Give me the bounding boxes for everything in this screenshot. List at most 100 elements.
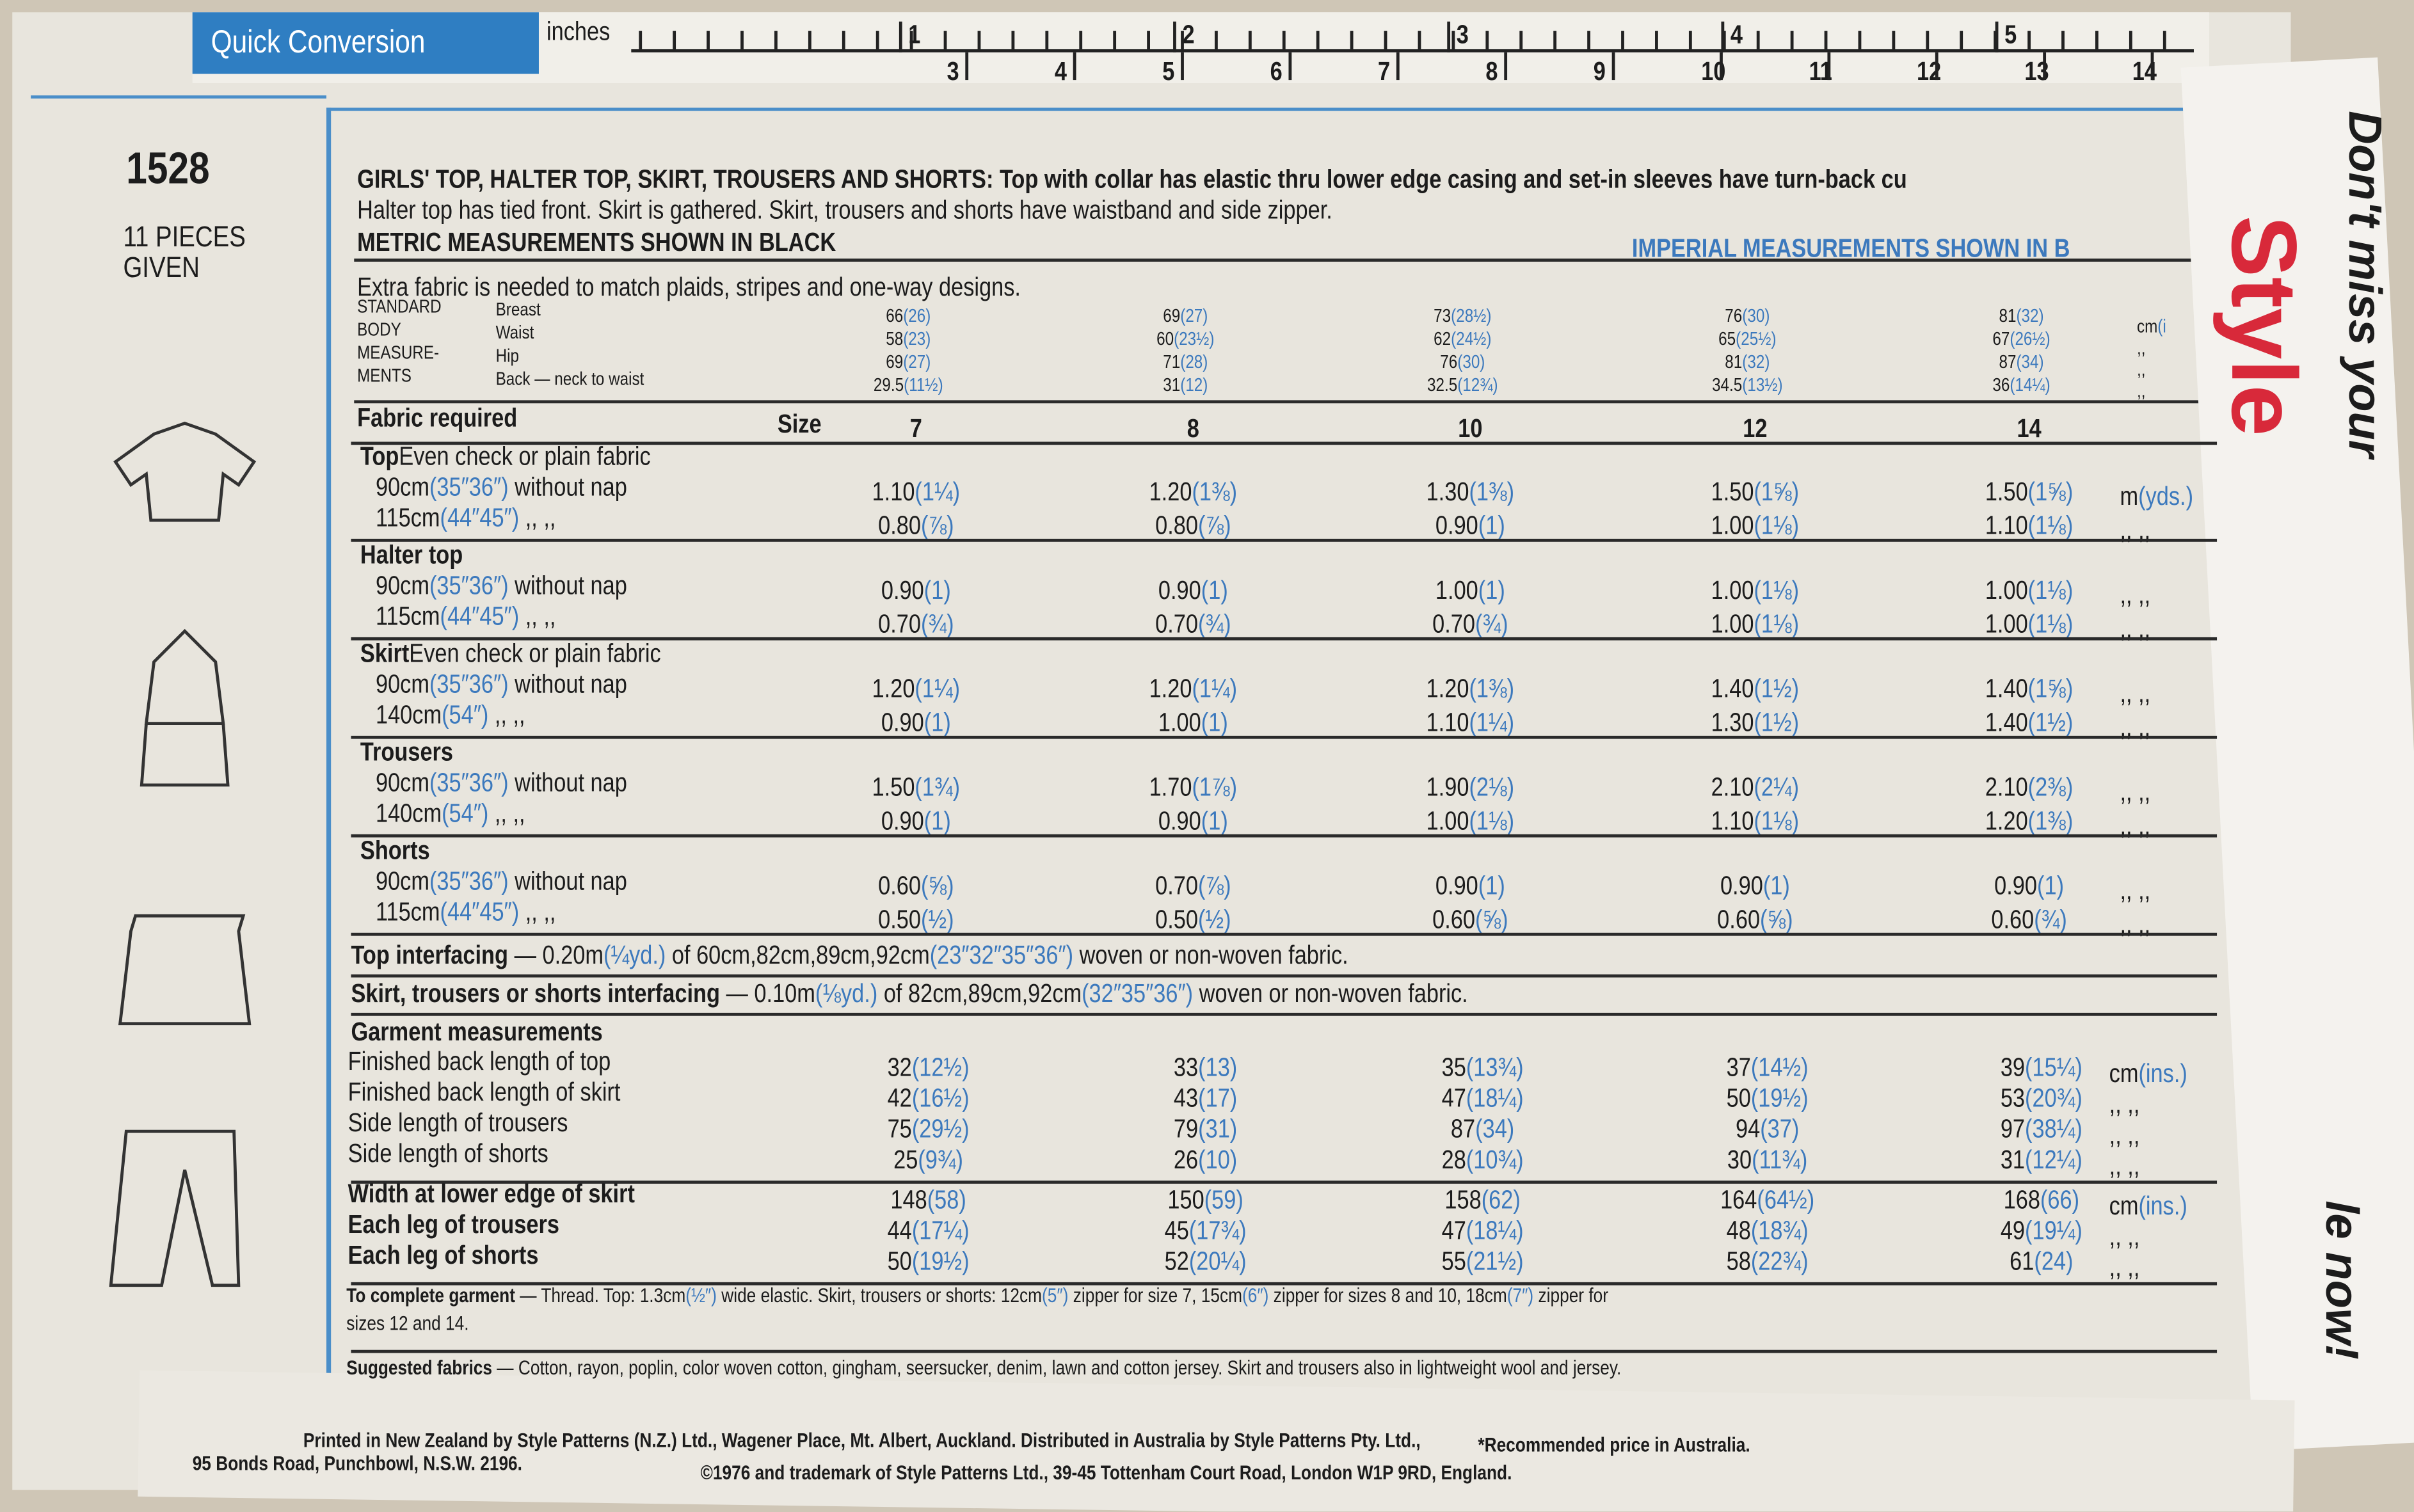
cell: 31(12)	[1163, 376, 1208, 394]
ruler-line	[631, 49, 2194, 52]
metric-value: 168	[2003, 1185, 2040, 1215]
cell: 81(32)	[1999, 306, 2043, 325]
section-title: SkirtEven check or plain fabric	[360, 641, 661, 667]
cell: 62(24½)	[1434, 330, 1491, 348]
garment-unit: ,, ,,	[2109, 1122, 2140, 1149]
text-part: (i	[2157, 315, 2166, 337]
text-part: GIRLS' TOP, HALTER TOP, SKIRT, TROUSERS …	[357, 164, 994, 195]
cell: 1.20(1⅜)	[1985, 808, 2074, 834]
imperial-value: (13)	[1198, 1053, 1238, 1083]
tick	[1655, 31, 1658, 49]
row-label: 90cm(35″36″) without nap	[376, 474, 627, 500]
metric-value: 1.00	[1985, 575, 2028, 605]
metric-value: 148	[890, 1185, 927, 1215]
cell: 75(29½)	[888, 1116, 970, 1142]
imperial-value: (15¼)	[2025, 1053, 2082, 1083]
imperial-value: (10)	[1198, 1145, 1238, 1175]
metric-value: 42	[887, 1083, 912, 1113]
section-title: Halter top	[360, 542, 463, 568]
imperial-value: (1)	[1763, 871, 1790, 901]
cell: 50(19½)	[1727, 1085, 1809, 1111]
imperial-value: (1)	[1201, 575, 1228, 605]
section-name: Shorts	[360, 836, 430, 865]
tick	[943, 31, 947, 49]
text-part: (44″45″)	[440, 601, 520, 632]
tick	[1790, 31, 1794, 49]
cell: 0.90(1)	[881, 710, 951, 736]
text-part: (32″35″36″)	[1082, 978, 1194, 1008]
tick	[1722, 31, 1726, 49]
imperial-value: (⅝)	[1475, 905, 1508, 935]
footer: ©1976 and trademark of Style Patterns Lt…	[700, 1460, 1512, 1484]
row-label: 140cm(54″) ,, ,,	[376, 702, 525, 728]
ruler-inch: 3	[1456, 20, 1469, 49]
metric-value: 35	[1441, 1053, 1466, 1083]
cell: 0.90(1)	[1435, 513, 1505, 539]
text-part: (6″)	[1242, 1284, 1269, 1307]
cell: 36(14¼)	[1992, 376, 2050, 394]
body-item: Breast	[495, 298, 541, 321]
footer: Printed in New Zealand by Style Patterns…	[303, 1428, 1421, 1452]
row-unit: ,, ,,	[2120, 877, 2151, 903]
imperial-value: (18¼)	[1466, 1216, 1524, 1246]
cell: 87(34)	[1451, 1116, 1514, 1142]
metric-value: 37	[1726, 1053, 1751, 1083]
cell: 97(38¼)	[2001, 1116, 2082, 1142]
cell: 1.50(1⅝)	[1711, 479, 1800, 505]
text-part: Top interfacing	[351, 940, 509, 970]
imperial-value: (27)	[903, 351, 931, 373]
section-name: Top	[360, 442, 399, 472]
imperial-value: (1¼)	[915, 477, 961, 507]
metric-value: 81	[1725, 351, 1743, 373]
metric-value: 1.10	[1985, 511, 2028, 541]
metric-value: 61	[2010, 1246, 2034, 1277]
text-part: — Thread. Top: 1.3cm	[515, 1284, 686, 1307]
cell: 55(21½)	[1442, 1248, 1524, 1275]
garment-label: Finished back length of top	[348, 1046, 611, 1076]
imperial-value: (32)	[2016, 305, 2044, 326]
ruler-cm: 3	[947, 57, 959, 86]
metric-value: 29.5	[873, 374, 904, 396]
cell: 0.70(¾)	[1155, 611, 1231, 637]
imperial-value: (1)	[2037, 871, 2065, 901]
cell: 94(37)	[1736, 1116, 1799, 1142]
metric-value: 1.00	[1711, 511, 1754, 541]
imperial-value: (30)	[1742, 305, 1770, 326]
metric-value: 76	[1725, 305, 1743, 326]
metric-value: 47	[1441, 1216, 1466, 1246]
text-part: — 0.20m	[508, 940, 604, 970]
cell: 1.10(1⅛)	[1985, 513, 2074, 539]
cell: 1.10(1¼)	[872, 479, 961, 505]
garment-unit: cm(ins.)	[2109, 1060, 2187, 1086]
cell: 0.90(1)	[1158, 577, 1228, 603]
metric-value: 67	[1992, 328, 2010, 350]
text-part: ,, ,,	[488, 700, 525, 730]
rule	[351, 932, 2218, 936]
tick	[1994, 31, 1997, 49]
metric-value: 1.20	[1985, 806, 2028, 836]
row-unit: ,, ,,	[2120, 779, 2151, 805]
text-part: ,, ,,	[2120, 580, 2151, 610]
imperial-value: (29½)	[911, 1114, 970, 1144]
metric-value: 150	[1167, 1185, 1204, 1215]
tick	[899, 21, 902, 52]
cell: 26(10)	[1174, 1147, 1237, 1173]
tick	[1621, 31, 1624, 49]
metric-value: 1.70	[1149, 772, 1192, 802]
tick	[1350, 31, 1354, 49]
metric-value: 0.90	[881, 575, 924, 605]
cell: 1.00(1⅛)	[1427, 808, 1515, 834]
text-part: (44″45″)	[440, 897, 520, 927]
cell: 30(11¾)	[1727, 1147, 1807, 1173]
text-part: 90cm	[375, 571, 429, 601]
cell: 1.00(1⅛)	[1985, 577, 2074, 603]
size: 10	[1458, 414, 1483, 443]
cell: 1.20(1¼)	[872, 676, 961, 702]
text-part: wide elastic. Skirt, trousers or shorts:…	[716, 1284, 1043, 1307]
cell: 0.70(⅞)	[1155, 873, 1231, 899]
metric-value: 48	[1726, 1216, 1751, 1246]
tick	[1587, 31, 1590, 49]
cell: 0.90(1)	[1435, 873, 1505, 899]
metric-value: 75	[887, 1114, 912, 1144]
